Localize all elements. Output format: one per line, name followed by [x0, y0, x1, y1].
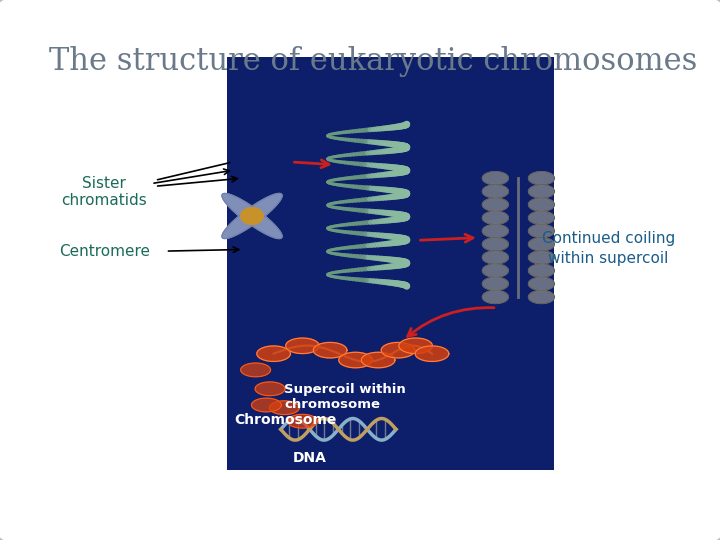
Polygon shape: [528, 172, 554, 185]
Circle shape: [240, 207, 264, 225]
Polygon shape: [528, 264, 554, 277]
Polygon shape: [255, 382, 285, 396]
Polygon shape: [482, 172, 508, 185]
Polygon shape: [269, 401, 300, 415]
Polygon shape: [482, 264, 508, 277]
Polygon shape: [222, 193, 282, 239]
Polygon shape: [361, 352, 395, 368]
Polygon shape: [528, 185, 554, 198]
Polygon shape: [287, 414, 318, 428]
Polygon shape: [482, 225, 508, 238]
Text: The structure of eukaryotic chromosomes: The structure of eukaryotic chromosomes: [49, 46, 698, 77]
Polygon shape: [528, 198, 554, 211]
Polygon shape: [222, 193, 282, 239]
Polygon shape: [482, 185, 508, 198]
Polygon shape: [528, 225, 554, 238]
Polygon shape: [482, 291, 508, 303]
Polygon shape: [482, 211, 508, 224]
Polygon shape: [528, 238, 554, 251]
Bar: [227, 57, 554, 470]
Polygon shape: [482, 198, 508, 211]
Polygon shape: [528, 278, 554, 291]
Polygon shape: [528, 251, 554, 264]
Text: Supercoil within
chromosome: Supercoil within chromosome: [284, 383, 406, 411]
Text: Continued coiling
within supercoil: Continued coiling within supercoil: [541, 231, 675, 266]
Polygon shape: [528, 291, 554, 303]
Polygon shape: [482, 238, 508, 251]
Polygon shape: [251, 398, 282, 412]
Polygon shape: [339, 352, 372, 368]
Polygon shape: [222, 193, 282, 239]
Polygon shape: [415, 346, 449, 361]
Polygon shape: [382, 342, 415, 358]
Text: Centromere: Centromere: [59, 244, 150, 259]
Polygon shape: [240, 363, 271, 377]
Polygon shape: [482, 278, 508, 291]
Polygon shape: [222, 193, 282, 239]
Polygon shape: [257, 346, 290, 361]
Polygon shape: [399, 338, 433, 354]
Text: Sister
chromatids: Sister chromatids: [61, 176, 148, 208]
Polygon shape: [313, 342, 347, 358]
Polygon shape: [482, 251, 508, 264]
Text: Chromosome: Chromosome: [234, 413, 336, 427]
Polygon shape: [286, 338, 320, 354]
Text: DNA: DNA: [292, 451, 327, 465]
Polygon shape: [528, 211, 554, 224]
